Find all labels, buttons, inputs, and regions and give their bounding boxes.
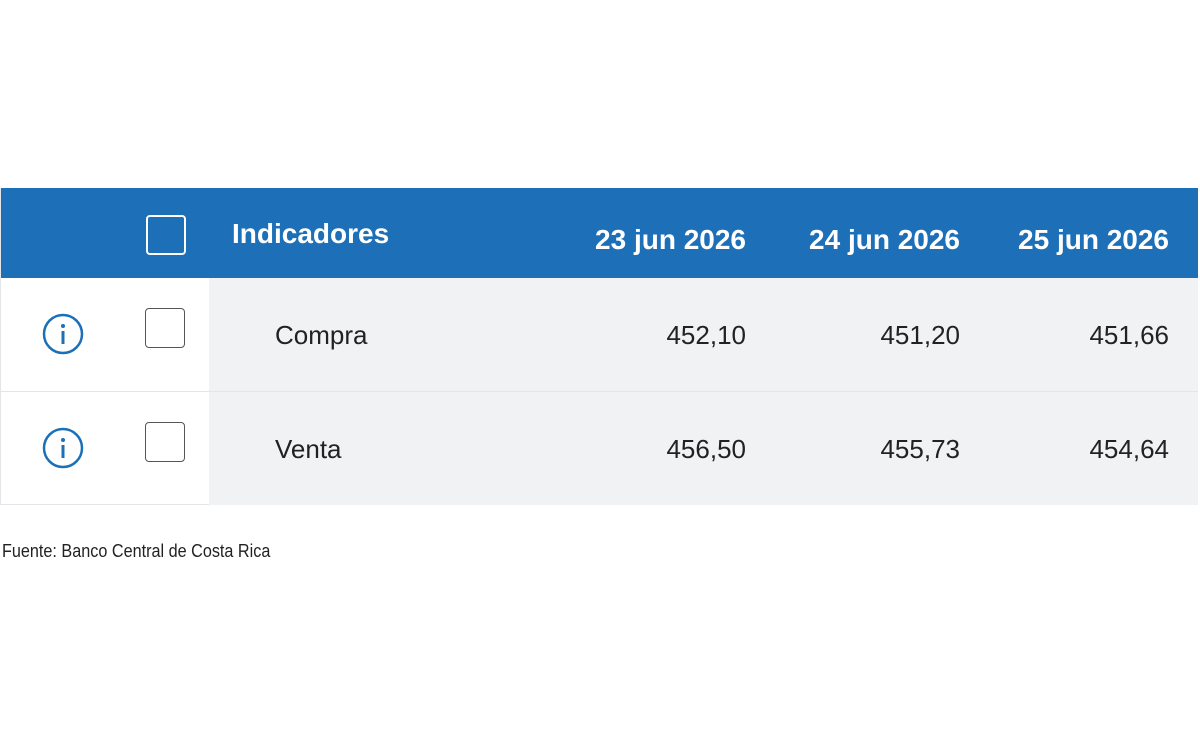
row-checkbox[interactable] [145,308,185,348]
rate-value: 455,73 [880,434,960,464]
info-icon[interactable] [41,312,85,356]
select-all-checkbox[interactable] [146,215,186,255]
header-indicators: Indicadores [232,218,390,249]
indicator-name: Compra [275,320,368,350]
header-date: 25 jun 2026 [1018,224,1169,255]
row-background [209,392,1198,505]
rates-table: Indicadores 23 jun 2026 24 jun 2026 25 j… [0,188,1198,505]
rate-value: 451,66 [1089,320,1169,350]
table-row: Venta 456,50 455,73 454,64 [1,392,1198,505]
header-date: 23 jun 2026 [595,224,746,255]
table-row: Compra 452,10 451,20 451,66 [1,278,1198,392]
row-background [209,278,1198,391]
header-date: 24 jun 2026 [809,224,960,255]
row-checkbox[interactable] [145,422,185,462]
rate-value: 452,10 [666,320,746,350]
rate-value: 456,50 [666,434,746,464]
indicator-name: Venta [275,434,342,464]
rate-value: 451,20 [880,320,960,350]
info-icon[interactable] [41,426,85,470]
rate-value: 454,64 [1089,434,1169,464]
table-header: Indicadores 23 jun 2026 24 jun 2026 25 j… [1,188,1198,278]
source-note: Fuente: Banco Central de Costa Rica [2,541,271,561]
